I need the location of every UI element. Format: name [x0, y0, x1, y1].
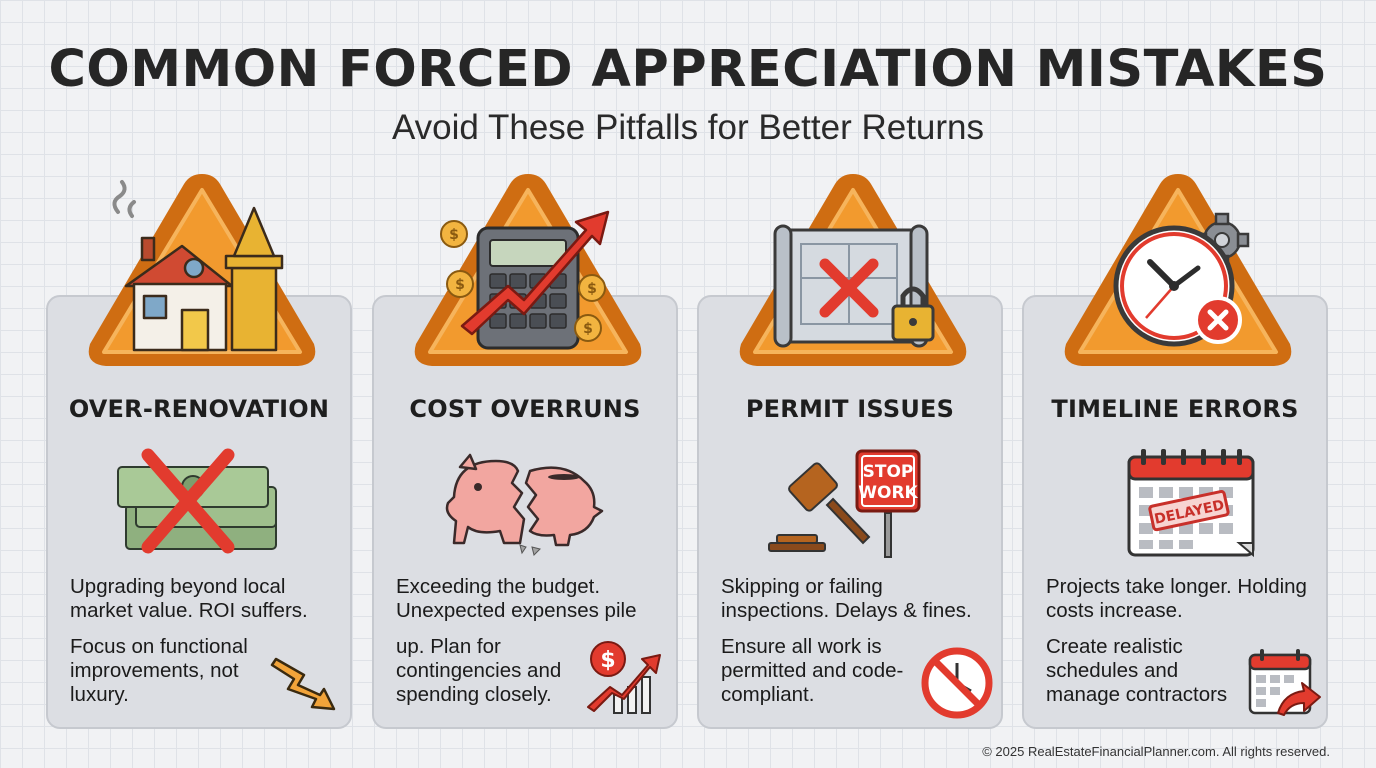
svg-text:$: $	[587, 281, 597, 297]
card-title: TIMELINE ERRORS	[1051, 395, 1299, 423]
money-crossed-icon	[117, 448, 277, 554]
problem-text: Upgrading beyond local market value. ROI…	[70, 575, 308, 622]
page-title: COMMON FORCED APPRECIATION MISTAKES	[48, 40, 1328, 99]
no-clock-icon	[921, 647, 993, 719]
gavel-stop-sign-icon: STOP WORK	[768, 449, 921, 558]
calculator-rising-arrow-icon: $ $ $ $	[414, 174, 642, 366]
calendar-arrow-icon	[1248, 649, 1321, 716]
broken-piggy-bank-icon	[445, 453, 604, 556]
problem-text: Projects take longer. Holding costs incr…	[1046, 575, 1307, 622]
delayed-calendar-icon: DELAYED	[1127, 449, 1255, 558]
card-over-renovation: OVER-RENOVATION Upgrading beyond local m…	[46, 295, 352, 729]
card-title: PERMIT ISSUES	[745, 395, 955, 423]
down-trend-arrow-icon	[270, 657, 336, 711]
svg-text:$: $	[449, 227, 459, 243]
stop-sign-line-1: STOP	[863, 462, 914, 482]
solution-text: up. Plan for contingencies and spending …	[396, 635, 562, 706]
solution-text: Create realistic schedules and manage co…	[1046, 635, 1228, 706]
card-title: OVER-RENOVATION	[68, 395, 330, 423]
card-title: COST OVERRUNS	[409, 395, 641, 423]
problem-text: Exceeding the budget. Unexpected expense…	[396, 575, 637, 622]
clock-gear-cancel-icon	[1064, 174, 1292, 366]
stop-sign-line-2: WORK	[858, 483, 918, 503]
solution-text: Ensure all work is permitted and code-co…	[721, 635, 904, 706]
svg-text:$: $	[583, 321, 593, 337]
card-permit-issues: PERMIT ISSUES STOP WORK Skipping or fail…	[697, 295, 1003, 729]
card-cost-overruns: COST OVERRUNS Exceeding the budget. Unex…	[372, 295, 678, 729]
copyright-footer: © 2025 RealEstateFinancialPlanner.com. A…	[982, 744, 1330, 759]
solution-text: Focus on functional improvements, not lu…	[70, 635, 248, 706]
dollar-growth-chart-icon: $	[587, 641, 661, 714]
house-tower-icon	[88, 174, 316, 366]
blueprint-lock-icon	[739, 174, 967, 366]
problem-text: Skipping or failing inspections. Delays …	[721, 575, 972, 622]
page-subtitle: Avoid These Pitfalls for Better Returns	[391, 108, 985, 147]
card-timeline-errors: TIMELINE ERRORS DELAYED Projects take lo…	[1022, 295, 1328, 729]
svg-text:$: $	[600, 648, 615, 673]
svg-text:$: $	[455, 277, 465, 293]
